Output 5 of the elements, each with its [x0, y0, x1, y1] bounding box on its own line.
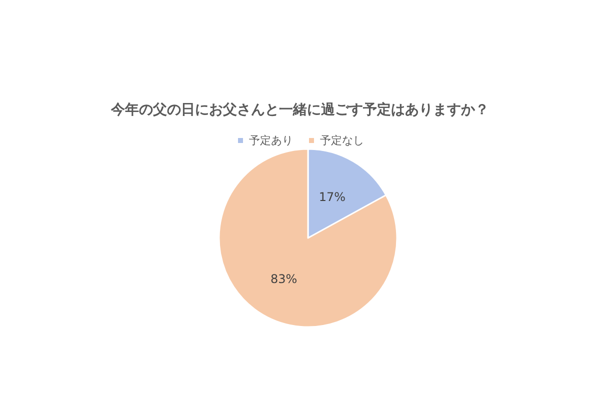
legend-label: 予定あり: [249, 134, 293, 147]
chart-title: 今年の父の日にお父さんと一緒に過ごす予定はありますか？: [110, 101, 489, 118]
data-label: 83%: [270, 272, 298, 286]
data-label: 17%: [318, 190, 346, 204]
legend-label: 予定なし: [320, 134, 364, 147]
